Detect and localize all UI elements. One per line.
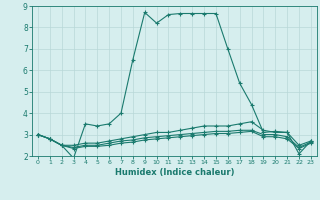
X-axis label: Humidex (Indice chaleur): Humidex (Indice chaleur) bbox=[115, 168, 234, 177]
